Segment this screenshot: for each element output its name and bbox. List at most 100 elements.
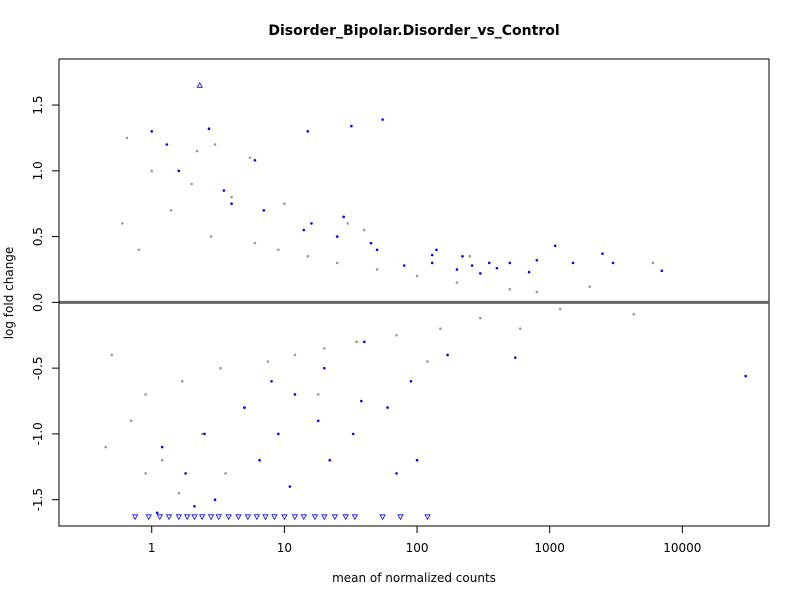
data-point-s0-18 — [293, 353, 297, 357]
data-point-s0-1 — [120, 222, 124, 225]
points-layer — [104, 81, 747, 521]
data-point-s1-3 — [253, 158, 257, 162]
data-point-s2-17 — [291, 514, 299, 521]
data-point-s1-41 — [177, 169, 181, 173]
data-point-s2-25 — [397, 514, 404, 521]
data-point-s1-45 — [288, 485, 292, 488]
data-point-s2-13 — [253, 514, 261, 521]
data-point-s1-10 — [362, 340, 366, 344]
data-point-s2-7 — [198, 514, 206, 521]
data-point-s1-0 — [150, 130, 154, 133]
data-point-s1-2 — [207, 127, 211, 131]
data-point-s2-18 — [300, 514, 307, 521]
data-point-s2-10 — [225, 514, 232, 521]
data-point-s1-11 — [402, 264, 406, 267]
data-point-s2-21 — [331, 514, 338, 521]
data-point-s0-21 — [335, 261, 339, 265]
data-point-s1-12 — [430, 261, 434, 265]
data-point-s0-27 — [455, 281, 459, 284]
data-point-s1-54 — [446, 353, 449, 357]
data-point-s1-44 — [262, 208, 266, 212]
y-axis-label: log fold change — [2, 247, 16, 340]
data-point-s2-14 — [262, 514, 269, 521]
data-point-s1-43 — [222, 189, 226, 192]
data-point-s1-19 — [660, 269, 664, 273]
data-point-s2-1 — [145, 514, 152, 521]
data-point-s2-6 — [191, 514, 198, 521]
y-axis: -1.5 -1.0 -0.5 0.0 0.5 1.0 1.5 — [31, 95, 60, 511]
data-point-s1-35 — [409, 379, 413, 383]
data-point-s0-17 — [277, 248, 280, 252]
data-point-s2-24 — [379, 514, 386, 521]
data-point-s0-32 — [588, 285, 591, 288]
data-point-s1-13 — [455, 268, 459, 271]
data-point-s0-20 — [323, 347, 326, 350]
data-point-s2-3 — [165, 514, 173, 521]
data-point-s1-7 — [270, 379, 273, 383]
y-tick-label-5: 1.0 — [31, 161, 45, 180]
data-point-s1-59 — [601, 252, 604, 255]
data-point-s2-8 — [207, 514, 215, 521]
data-point-s1-34 — [386, 406, 389, 409]
data-point-s1-29 — [302, 228, 306, 232]
x-tick-label-1: 10 — [277, 541, 292, 555]
data-point-s2-23 — [351, 514, 359, 521]
data-point-s1-56 — [495, 266, 499, 270]
data-point-s1-33 — [369, 241, 373, 245]
data-point-s1-1 — [165, 143, 169, 146]
data-point-s1-17 — [571, 261, 575, 265]
data-point-s2-22 — [342, 514, 349, 521]
data-point-s0-43 — [362, 228, 366, 232]
data-point-s2-12 — [244, 514, 251, 521]
data-point-s0-4 — [144, 393, 147, 396]
x-tick-label-4: 10000 — [663, 541, 701, 555]
y-tick-label-1: -1.0 — [31, 422, 45, 445]
data-point-s1-5 — [350, 124, 353, 128]
data-point-s0-23 — [375, 268, 379, 271]
data-point-s0-10 — [200, 432, 204, 436]
y-tick-label-2: -0.5 — [31, 356, 45, 379]
data-point-s1-39 — [513, 356, 517, 359]
data-point-s1-50 — [375, 248, 379, 252]
data-point-s0-36 — [195, 149, 199, 153]
data-point-s2-20 — [321, 514, 328, 521]
data-point-s0-0 — [110, 353, 114, 357]
data-point-s2-19 — [311, 514, 319, 521]
data-point-s1-46 — [310, 222, 313, 225]
data-point-s0-2 — [129, 419, 133, 423]
data-point-s1-58 — [553, 244, 557, 248]
data-point-s1-22 — [184, 472, 187, 475]
data-point-s1-32 — [351, 432, 355, 436]
data-point-s0-45 — [468, 255, 472, 258]
data-point-s1-42 — [193, 504, 196, 508]
data-point-s0-34 — [651, 261, 655, 265]
data-point-s1-37 — [461, 255, 464, 258]
data-point-s0-26 — [439, 327, 442, 330]
data-point-s1-47 — [328, 458, 332, 462]
data-point-s1-24 — [213, 498, 217, 501]
data-point-s0-38 — [213, 143, 217, 146]
x-tick-label-0: 1 — [148, 541, 156, 555]
data-point-s0-41 — [283, 202, 286, 206]
data-point-s0-39 — [125, 136, 129, 140]
data-point-s1-31 — [335, 235, 339, 238]
data-point-s0-29 — [508, 287, 512, 291]
data-point-s1-48 — [342, 215, 345, 219]
data-point-s0-30 — [535, 290, 539, 294]
data-point-s0-3 — [137, 248, 141, 252]
chart-title: Disorder_Bipolar.Disorder_vs_Control — [268, 23, 559, 39]
data-point-s2-5 — [183, 514, 191, 521]
data-point-s0-16 — [266, 360, 270, 363]
x-tick-label-3: 1000 — [534, 541, 565, 555]
data-point-s2-11 — [235, 514, 242, 521]
x-tick-label-2: 100 — [406, 541, 429, 555]
y-tick-label-4: 0.5 — [31, 227, 45, 246]
data-point-s2-15 — [271, 514, 278, 521]
data-point-s2-9 — [215, 514, 222, 521]
data-point-s0-25 — [415, 274, 419, 278]
y-tick-label-0: -1.5 — [31, 488, 45, 511]
data-point-s0-28 — [479, 316, 482, 320]
data-point-s1-36 — [435, 248, 438, 252]
plot-frame — [58, 58, 770, 527]
data-point-s1-27 — [258, 458, 261, 462]
